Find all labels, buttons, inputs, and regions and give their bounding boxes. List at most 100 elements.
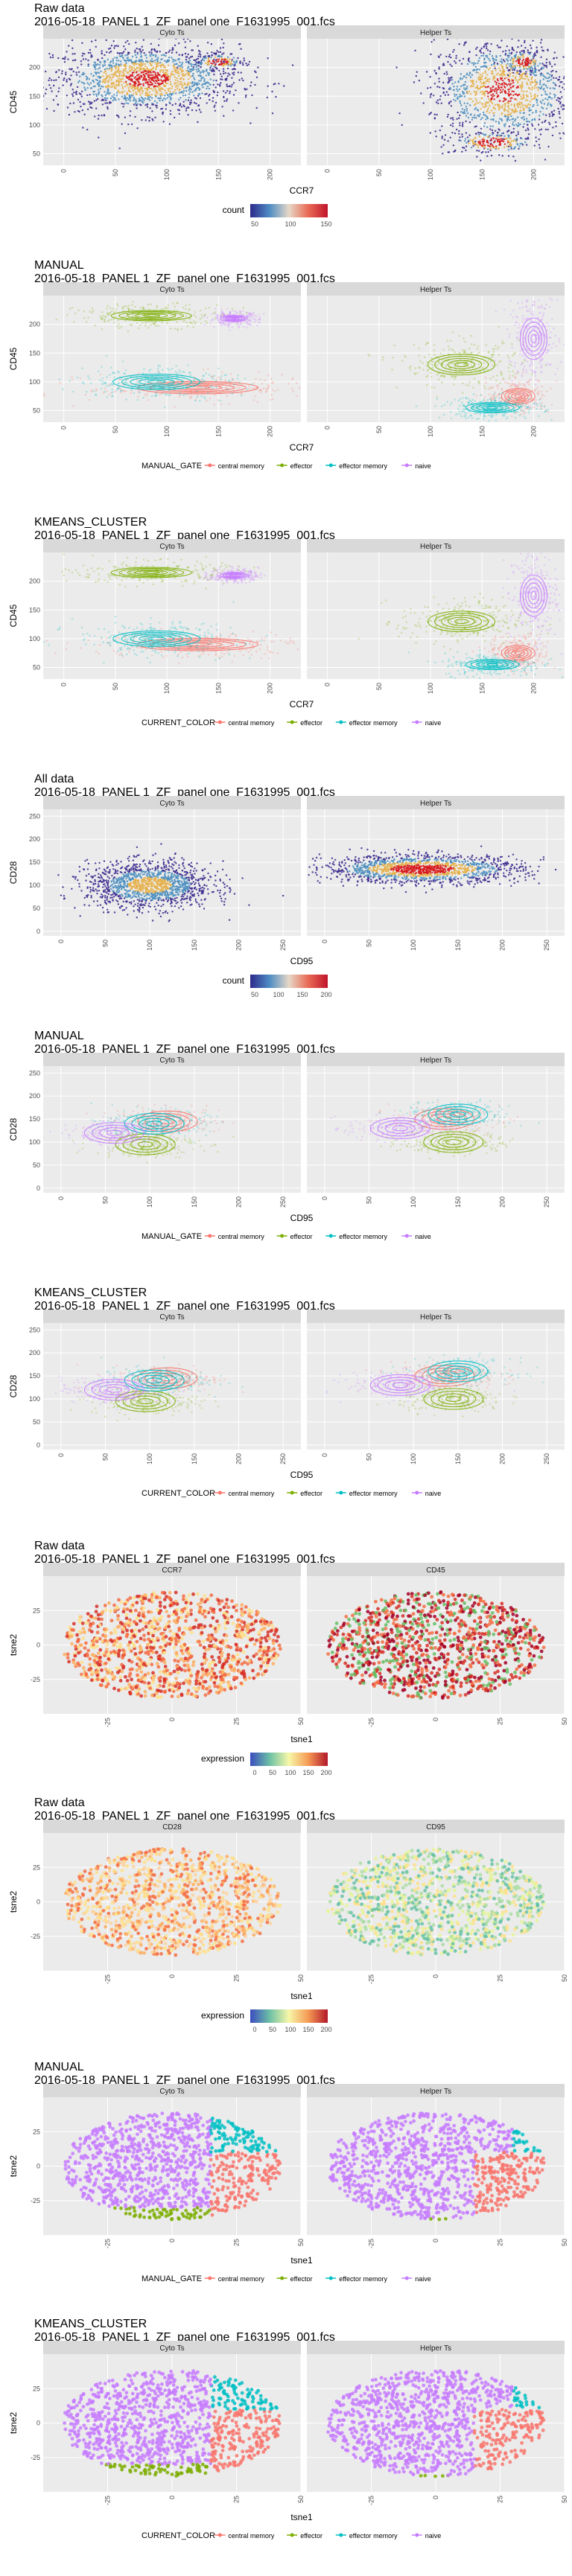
data-point [515,135,517,136]
data-point [232,308,234,310]
data-point [98,371,100,373]
data-point [497,384,499,386]
data-point [471,335,473,337]
data-point [457,96,458,98]
data-point [77,67,78,68]
data-point [418,348,420,350]
data-point [506,45,508,47]
data-point [84,89,86,91]
data-point [144,82,146,83]
data-point [546,62,547,63]
data-point [127,308,130,310]
data-point [254,395,256,398]
data-point [282,374,284,376]
data-point [34,83,36,85]
data-point [205,82,206,83]
data-point [140,307,142,309]
data-point [179,109,180,111]
data-point [174,91,175,92]
data-point [71,68,72,69]
data-point [107,305,109,307]
data-point [111,84,112,86]
data-point [130,392,133,395]
data-point [151,110,153,112]
data-point [99,316,101,318]
data-point [142,61,144,63]
data-point [514,120,515,121]
data-point [195,103,197,104]
data-point [530,69,531,71]
data-point [99,80,101,82]
x-tick-label: 150 [478,169,486,180]
data-point [462,392,464,394]
data-point [237,374,239,377]
data-point [546,77,547,79]
data-point [115,81,117,83]
data-point [180,65,182,66]
data-point [291,388,293,390]
data-point [506,354,509,357]
data-point [502,51,503,52]
data-point [514,147,515,149]
data-point [560,91,562,92]
data-point [135,63,136,65]
data-point [225,72,226,74]
data-point [175,92,177,94]
data-point [13,60,15,62]
data-point [414,50,416,51]
data-point [176,51,177,53]
data-point [459,115,460,116]
data-point [198,83,200,84]
data-point [165,104,167,106]
data-point [80,60,82,62]
data-point [98,91,100,92]
data-point [512,354,514,357]
data-point [79,101,80,103]
data-point [172,104,174,106]
data-point [86,391,88,393]
data-point [109,101,110,103]
data-point [553,57,555,59]
data-point [188,372,191,374]
data-point [104,91,105,92]
data-point [468,51,470,53]
data-point [419,360,422,363]
data-point [471,119,473,121]
data-point [545,129,547,130]
data-point [165,92,167,94]
data-point [124,133,126,134]
data-point [140,87,142,89]
data-point [536,100,538,101]
data-point [463,147,465,149]
data-point [111,392,113,394]
data-point [549,61,550,63]
data-point [534,68,536,69]
data-point [515,99,517,101]
data-point [41,76,42,77]
data-point [107,68,109,70]
data-point [494,141,495,142]
data-point [221,39,223,40]
data-point [63,388,65,390]
data-point [209,72,210,74]
data-point [226,58,228,60]
data-point [242,64,244,66]
data-point [178,42,179,44]
data-point [238,325,240,327]
data-point [541,397,543,399]
data-point [93,390,95,392]
data-point [541,391,543,393]
data-point [118,116,119,118]
data-point [519,57,521,58]
data-point [485,44,486,45]
data-point [194,82,195,83]
data-point [134,306,136,308]
data-point [181,106,182,107]
data-point [177,68,179,70]
data-point [130,389,133,391]
data-point [182,69,183,71]
data-point [516,140,518,141]
data-point [209,55,210,57]
y-tick-label: 150 [29,92,40,100]
data-point [241,77,243,79]
